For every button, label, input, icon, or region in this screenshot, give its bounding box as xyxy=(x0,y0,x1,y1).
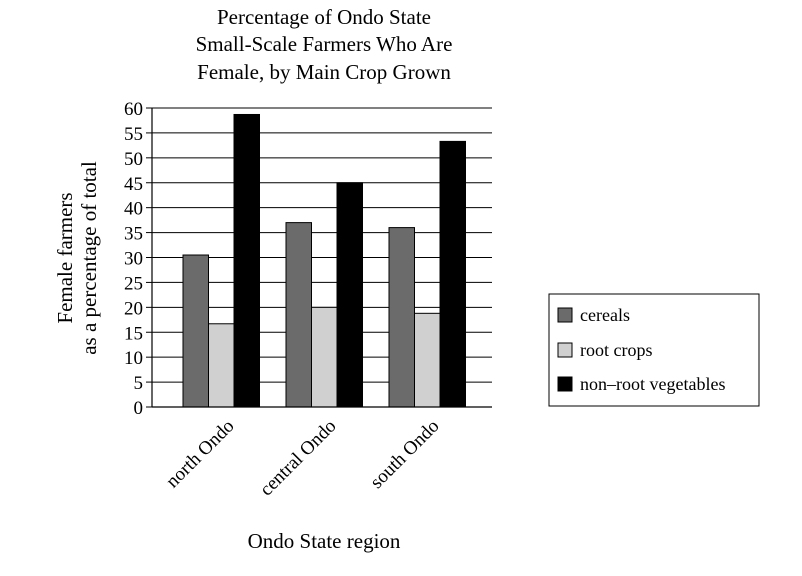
y-tick-label: 20 xyxy=(124,298,143,319)
y-tick-label: 5 xyxy=(134,373,144,394)
x-axis-title: Ondo State region xyxy=(248,529,401,553)
y-tick-label: 30 xyxy=(124,249,143,270)
y-tick-label: 0 xyxy=(134,398,144,419)
bars xyxy=(182,113,466,408)
bar-root-crops-south-ondo xyxy=(414,312,441,408)
legend-label-non-root-vegetables: non–root vegetables xyxy=(580,374,725,394)
bar-root-crops-north-ondo xyxy=(208,323,235,408)
y-tick-label: 55 xyxy=(124,124,143,145)
x-category-label: north Ondo xyxy=(162,416,238,492)
y-tick-label: 60 xyxy=(124,99,143,120)
x-category-label: south Ondo xyxy=(366,416,443,493)
x-axis-category-labels: north Ondo central Ondo south Ondo xyxy=(162,416,443,501)
y-axis-title-line-2: as a percentage of total xyxy=(77,161,101,355)
chart-title-line-2: Small-Scale Farmers Who Are xyxy=(196,32,453,56)
bar-root-crops-central-ondo xyxy=(311,306,338,408)
x-category-label: central Ondo xyxy=(256,416,341,501)
legend-label-cereals: cereals xyxy=(580,305,630,325)
y-tick-label: 10 xyxy=(124,348,143,369)
chart-title-line-1: Percentage of Ondo State xyxy=(217,5,431,29)
chart-title-line-3: Female, by Main Crop Grown xyxy=(197,60,451,84)
bar-non-root-vegetables-north-ondo xyxy=(233,113,260,408)
bar-cereals-central-ondo xyxy=(285,222,312,408)
bar-cereals-south-ondo xyxy=(388,227,415,408)
y-ticks: 0 5 10 15 20 25 30 35 40 45 50 55 60 xyxy=(124,99,152,419)
y-tick-label: 35 xyxy=(124,224,143,245)
y-tick-label: 15 xyxy=(124,323,143,344)
bar-non-root-vegetables-central-ondo xyxy=(336,182,363,408)
y-axis-title: Female farmers as a percentage of total xyxy=(53,161,101,355)
bar-cereals-north-ondo xyxy=(182,254,209,408)
y-axis-title-line-1: Female farmers xyxy=(53,192,77,323)
legend: cereals root crops non–root vegetables xyxy=(548,293,760,407)
bar-non-root-vegetables-south-ondo xyxy=(439,140,466,408)
legend-swatch-root-crops xyxy=(557,342,573,358)
y-tick-label: 25 xyxy=(124,273,143,294)
y-tick-label: 45 xyxy=(124,174,143,195)
y-tick-label: 40 xyxy=(124,199,143,220)
legend-frame xyxy=(548,293,760,407)
legend-swatch-non-root-vegetables xyxy=(557,376,573,392)
y-tick-label: 50 xyxy=(124,149,143,170)
legend-swatch-cereals xyxy=(557,307,573,323)
legend-label-root-crops: root crops xyxy=(580,340,652,360)
